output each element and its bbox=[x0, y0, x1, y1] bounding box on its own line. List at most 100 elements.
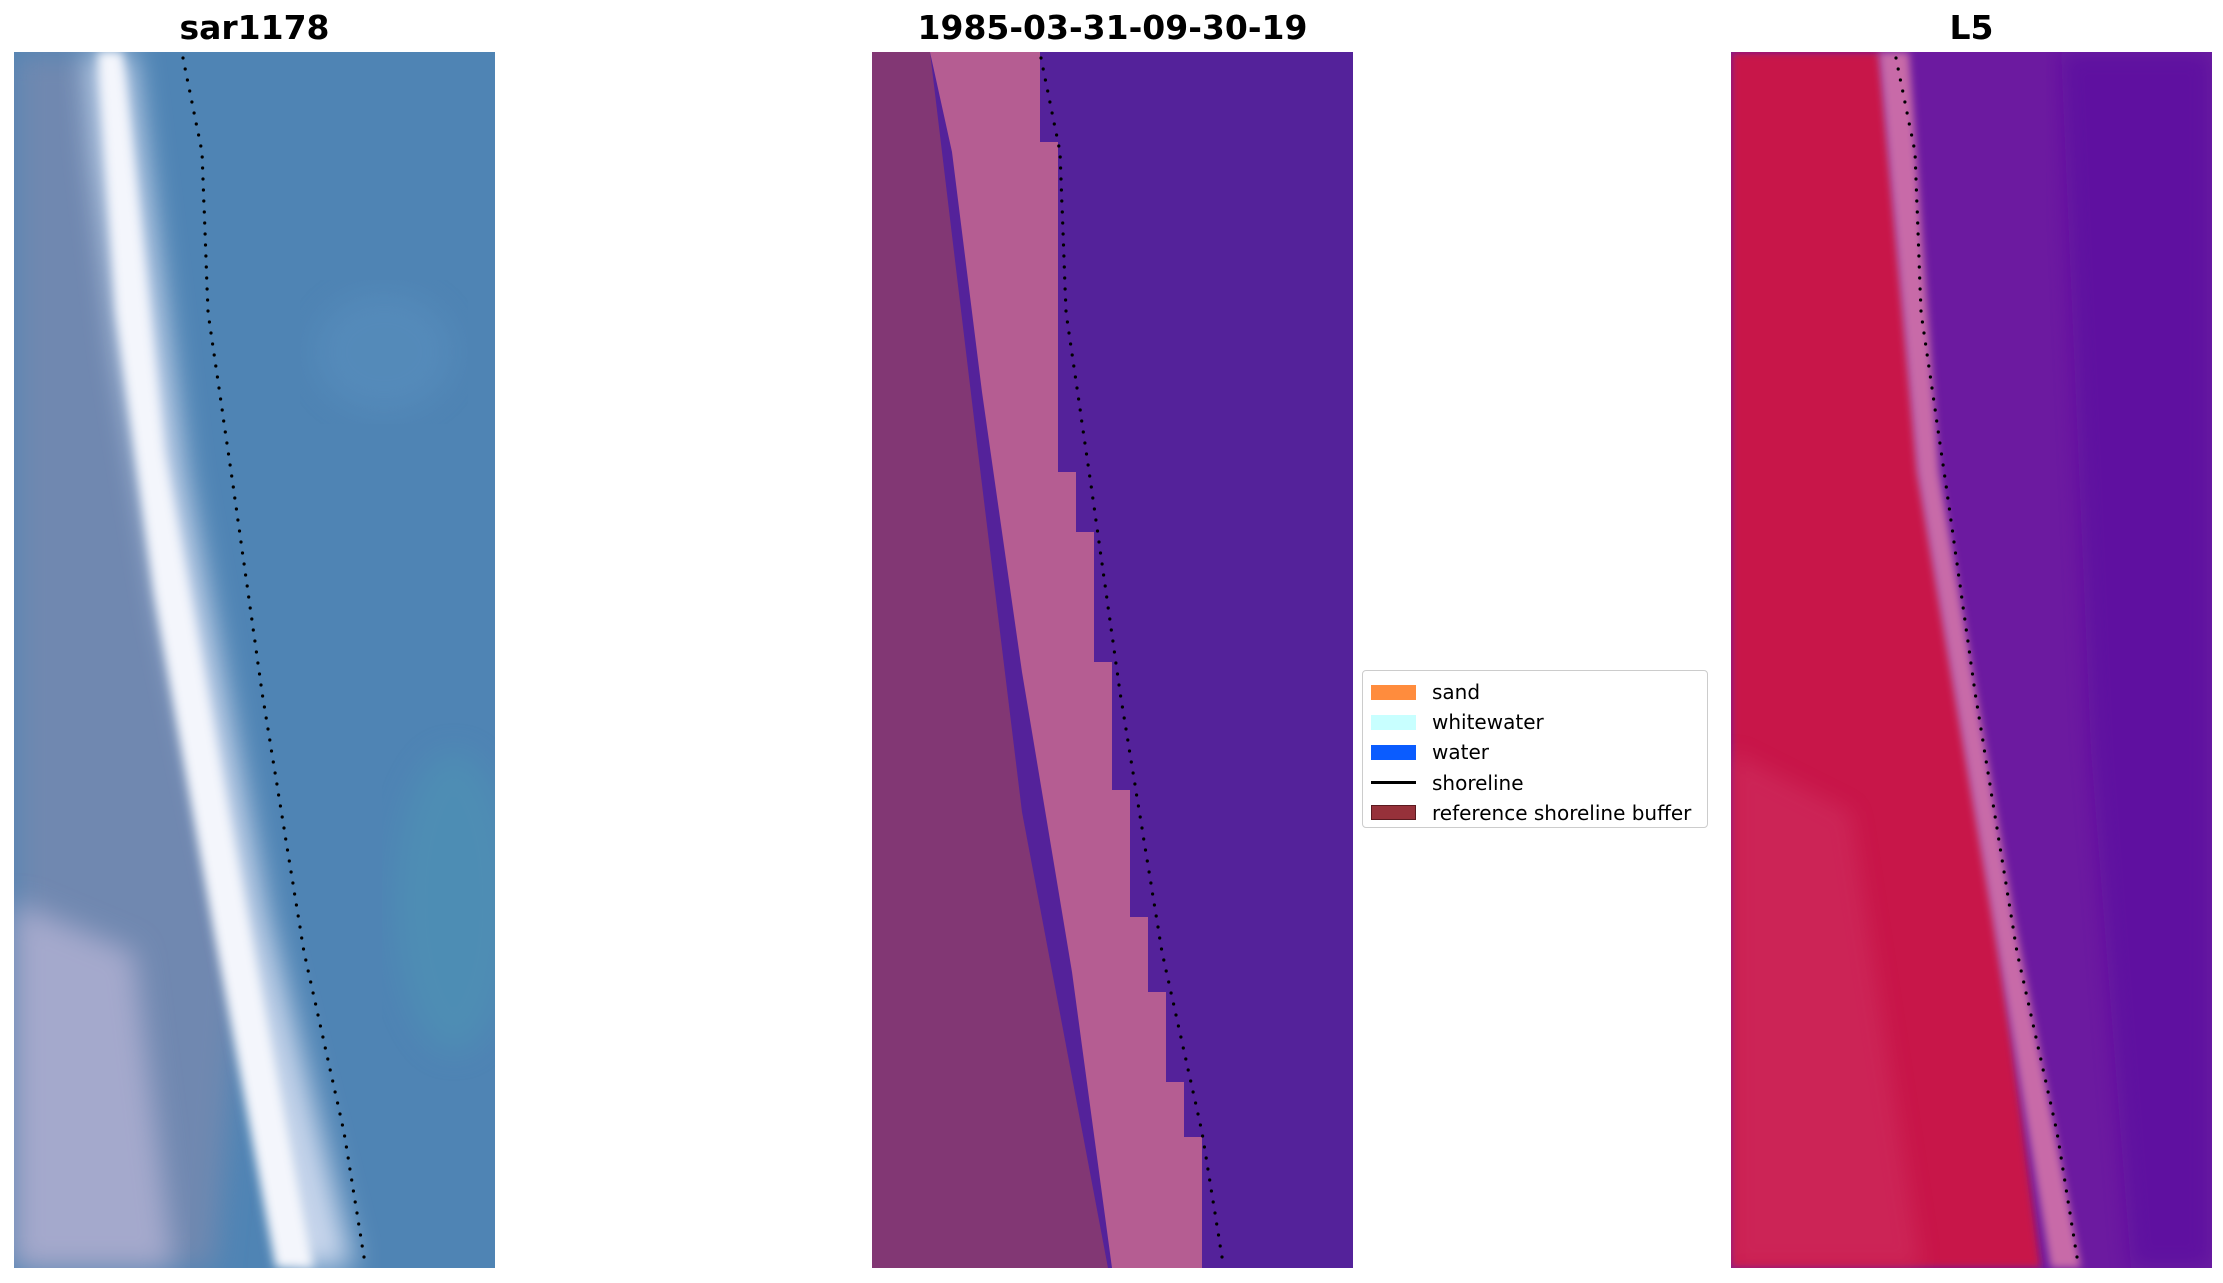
shoreline-point bbox=[185, 78, 189, 82]
legend-label-water: water bbox=[1432, 740, 1489, 765]
shoreline-point bbox=[1216, 1233, 1221, 1237]
shoreline-point bbox=[242, 562, 246, 566]
shoreline-point bbox=[209, 331, 213, 335]
shoreline-point bbox=[215, 375, 219, 379]
shoreline-point bbox=[1910, 133, 1914, 137]
legend-label-reference-buffer: reference shoreline buffer bbox=[1432, 800, 1692, 825]
shoreline-point bbox=[256, 661, 260, 665]
shoreline-point bbox=[1105, 595, 1109, 599]
shoreline-point bbox=[206, 309, 210, 313]
shoreline-point bbox=[1211, 1200, 1215, 1204]
shoreline-point bbox=[1922, 331, 1926, 335]
shoreline-point bbox=[1202, 1145, 1206, 1149]
rgb-image bbox=[14, 52, 495, 1268]
shoreline-point bbox=[362, 1255, 366, 1259]
shoreline-point bbox=[1069, 342, 1073, 346]
shoreline-point bbox=[1213, 1211, 1217, 1215]
shoreline-point bbox=[233, 496, 237, 500]
shoreline-point bbox=[344, 1145, 348, 1149]
shoreline-point bbox=[268, 738, 272, 742]
legend-label-sand: sand bbox=[1432, 680, 1481, 705]
shoreline-point bbox=[273, 771, 277, 775]
shoreline-point bbox=[1924, 342, 1928, 346]
shoreline-point bbox=[1041, 67, 1045, 71]
shoreline-point bbox=[287, 859, 291, 863]
shoreline-point bbox=[1905, 111, 1909, 115]
shoreline-point bbox=[2009, 914, 2013, 918]
shoreline-point bbox=[1131, 771, 1135, 775]
shoreline-point bbox=[1057, 144, 1061, 148]
shoreline-point bbox=[2051, 1112, 2055, 1116]
shoreline-point bbox=[1995, 826, 1999, 830]
shoreline-point bbox=[226, 452, 231, 456]
shoreline-point bbox=[271, 760, 275, 764]
legend-label-whitewater: whitewater bbox=[1432, 710, 1544, 735]
shoreline-point bbox=[240, 551, 245, 555]
shoreline-point bbox=[1103, 584, 1107, 588]
shoreline-point bbox=[1112, 650, 1116, 654]
shoreline-point bbox=[1988, 782, 1992, 786]
shoreline-point bbox=[348, 1167, 352, 1171]
shoreline-point bbox=[1075, 386, 1079, 390]
shoreline-point bbox=[1984, 760, 1988, 764]
shoreline-point bbox=[2073, 1244, 2077, 1248]
shoreline-point bbox=[1953, 551, 1958, 555]
shoreline-point bbox=[1149, 881, 1153, 885]
shoreline-point bbox=[1179, 1035, 1183, 1039]
shoreline-point bbox=[1055, 133, 1059, 137]
shoreline-point bbox=[1914, 188, 1918, 192]
shoreline-point bbox=[1201, 1134, 1205, 1138]
shoreline-point bbox=[1932, 397, 1936, 401]
shoreline-point bbox=[1120, 705, 1124, 709]
shoreline-point bbox=[2024, 991, 2028, 995]
shoreline-point bbox=[1159, 947, 1164, 951]
shoreline-point bbox=[1143, 848, 1148, 852]
shoreline-point bbox=[318, 1024, 322, 1028]
shoreline-point bbox=[202, 199, 206, 203]
shoreline-point bbox=[1986, 771, 1990, 775]
shoreline-point bbox=[1154, 914, 1158, 918]
shoreline-point bbox=[190, 100, 194, 104]
shoreline-point bbox=[253, 639, 257, 643]
shoreline-point bbox=[239, 540, 243, 544]
shoreline-point bbox=[203, 221, 207, 225]
legend-item-sand: sand bbox=[1371, 677, 1699, 707]
shoreline-point bbox=[2059, 1156, 2063, 1160]
shoreline-point bbox=[2039, 1057, 2043, 1061]
shoreline-point bbox=[1912, 144, 1916, 148]
shoreline-point bbox=[2031, 1024, 2035, 1028]
shoreline-point bbox=[264, 716, 268, 720]
shoreline-point bbox=[1167, 980, 1171, 984]
shoreline-point bbox=[269, 749, 274, 753]
shoreline-point bbox=[207, 320, 211, 324]
reference-buffer-swatch bbox=[1371, 805, 1416, 821]
shoreline-point bbox=[1169, 991, 1173, 995]
shoreline-point bbox=[237, 529, 242, 533]
index-image bbox=[1731, 52, 2212, 1268]
shoreline-point bbox=[1097, 540, 1101, 544]
shoreline-point bbox=[316, 1013, 320, 1017]
shoreline-point bbox=[257, 672, 262, 676]
index-image-panel bbox=[1731, 52, 2212, 1268]
shoreline-point bbox=[1913, 155, 1917, 159]
shoreline-point bbox=[1080, 419, 1084, 423]
shoreline-point bbox=[1993, 815, 1997, 819]
shoreline-point bbox=[2017, 958, 2021, 962]
shoreline-point bbox=[244, 573, 248, 577]
shoreline-point bbox=[2007, 903, 2011, 907]
shoreline-point bbox=[1915, 210, 1919, 214]
shoreline-point bbox=[261, 694, 265, 698]
shoreline-point bbox=[203, 243, 208, 247]
water-swatch bbox=[1371, 744, 1416, 760]
shoreline-point bbox=[343, 1134, 347, 1138]
shoreline-point bbox=[254, 650, 258, 654]
shoreline-point bbox=[1949, 518, 1953, 522]
shoreline-point bbox=[1152, 903, 1156, 907]
shoreline-point bbox=[2068, 1211, 2072, 1215]
shoreline-point bbox=[1176, 1024, 1180, 1028]
shoreline-point bbox=[211, 342, 215, 346]
classified-image bbox=[872, 52, 1353, 1268]
legend-label-shoreline: shoreline bbox=[1432, 770, 1524, 795]
shoreline-point bbox=[1939, 452, 1944, 456]
shoreline-line bbox=[181, 56, 366, 1259]
